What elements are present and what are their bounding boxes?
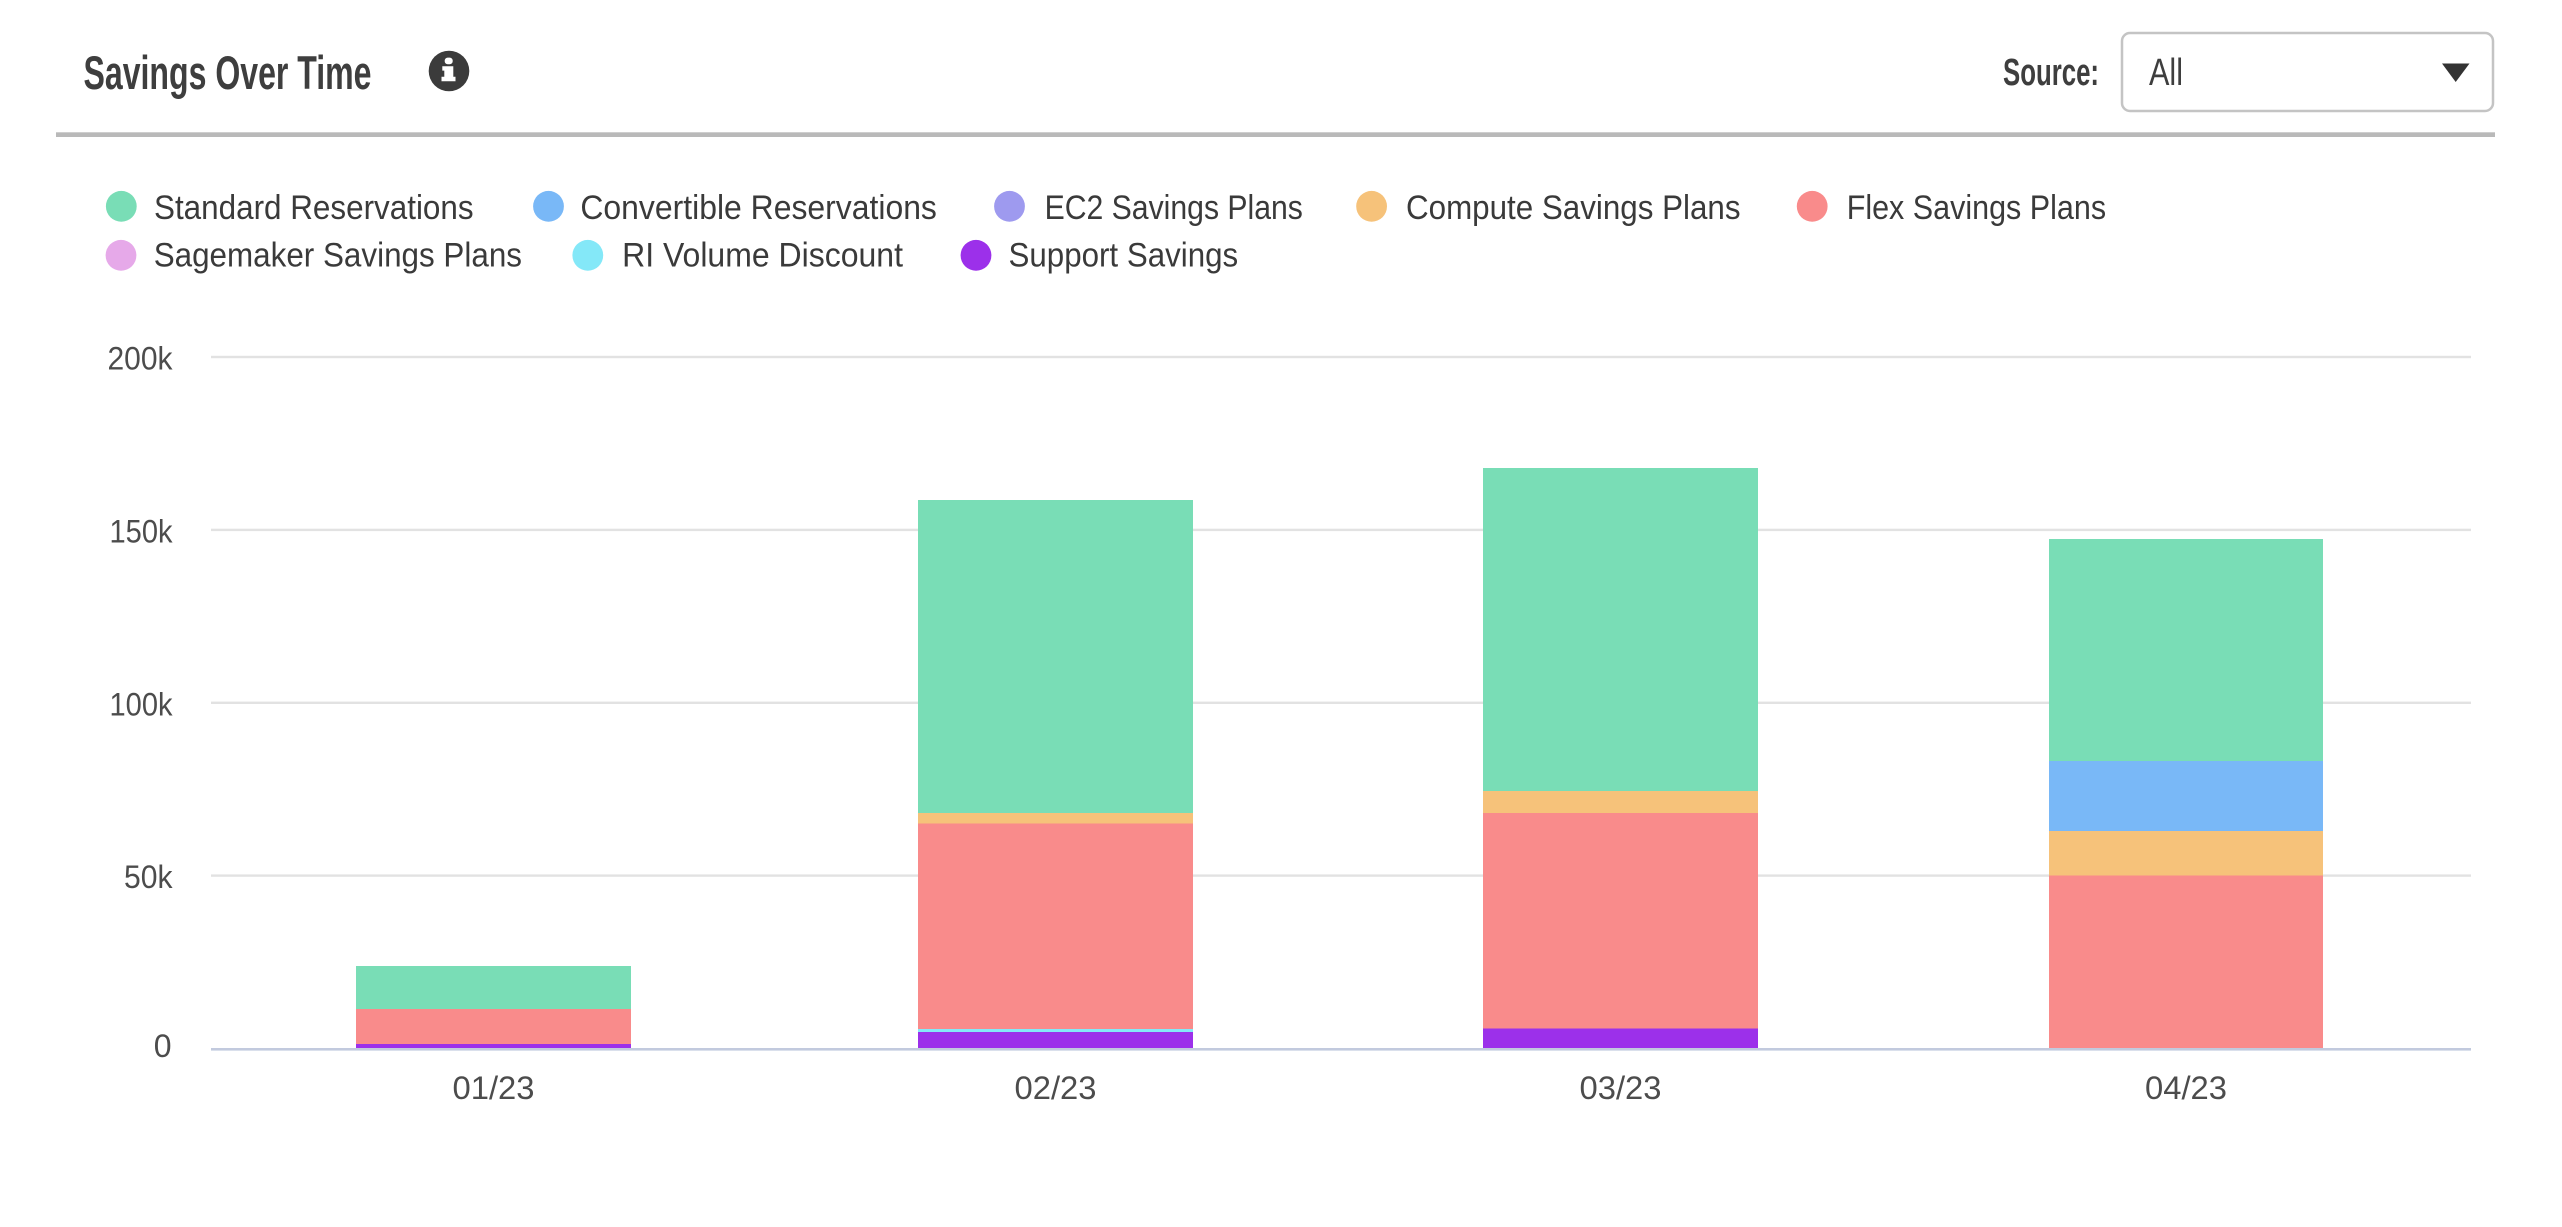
svg-text:EC2 Savings Plans: EC2 Savings Plans [1045,189,1303,227]
svg-text:03/23: 03/23 [1580,1070,1662,1106]
svg-text:RI Volume Discount: RI Volume Discount [622,237,903,275]
svg-text:Savings Over Time: Savings Over Time [84,46,372,99]
svg-text:200k: 200k [108,341,174,377]
svg-text:Convertible Reservations: Convertible Reservations [580,189,937,227]
svg-text:50k: 50k [124,859,173,895]
svg-text:Standard Reservations: Standard Reservations [154,189,474,227]
svg-text:All: All [2149,52,2183,94]
svg-text:Source:: Source: [2003,52,2099,94]
svg-text:0: 0 [154,1028,172,1064]
svg-text:Sagemaker Savings Plans: Sagemaker Savings Plans [154,237,522,275]
svg-text:100k: 100k [110,686,174,722]
svg-text:02/23: 02/23 [1015,1070,1097,1106]
svg-text:Compute Savings Plans: Compute Savings Plans [1406,189,1741,227]
svg-text:01/23: 01/23 [453,1070,535,1106]
svg-text:04/23: 04/23 [2145,1070,2227,1106]
svg-text:Flex Savings Plans: Flex Savings Plans [1847,189,2106,227]
svg-text:Support Savings: Support Savings [1009,237,1239,275]
svg-text:150k: 150k [110,513,174,549]
